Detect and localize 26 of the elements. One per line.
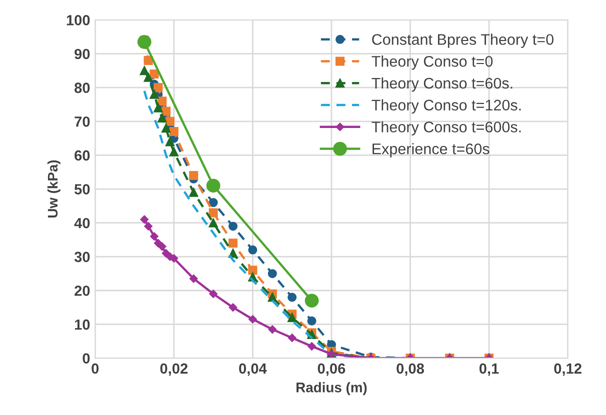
y-tick-label: 100 [66, 15, 90, 26]
legend-label: Theory Conso t=0 [372, 56, 493, 70]
x-tick-label: 0,02 [160, 363, 188, 376]
x-tick-label: 0,06 [318, 363, 346, 376]
x-tick-label: 0,08 [396, 363, 424, 376]
y-tick-label: 90 [74, 48, 90, 60]
x-tick-label: 0,1 [479, 363, 499, 376]
legend-label: Experience t=60s [372, 143, 490, 158]
y-tick-label: 50 [74, 184, 90, 194]
y-tick-label: 10 [74, 319, 90, 330]
y-tick-label: 0 [82, 353, 90, 364]
x-tick-label: 0 [92, 363, 99, 374]
legend-label: Theory Conso t=120s. [372, 99, 521, 114]
legend-label: Theory Conso t=600s. [372, 121, 521, 136]
y-tick-label: 20 [74, 286, 90, 296]
legend-label: Constant Bpres Theory t=0 [372, 34, 554, 48]
y-tick-label: 70 [74, 116, 90, 127]
y-tick-label: 40 [74, 218, 90, 228]
y-axis-title: Uw (kPa) [47, 160, 60, 218]
y-tick-label: 30 [74, 252, 90, 262]
x-tick-label: 0,04 [239, 363, 267, 376]
legend-label: Theory Conso t=60s. [372, 77, 512, 92]
x-axis-title: Radius (m) [296, 382, 367, 396]
y-tick-label: 80 [74, 82, 90, 93]
x-tick-label: 0,12 [554, 363, 582, 376]
y-tick-label: 60 [74, 150, 90, 161]
